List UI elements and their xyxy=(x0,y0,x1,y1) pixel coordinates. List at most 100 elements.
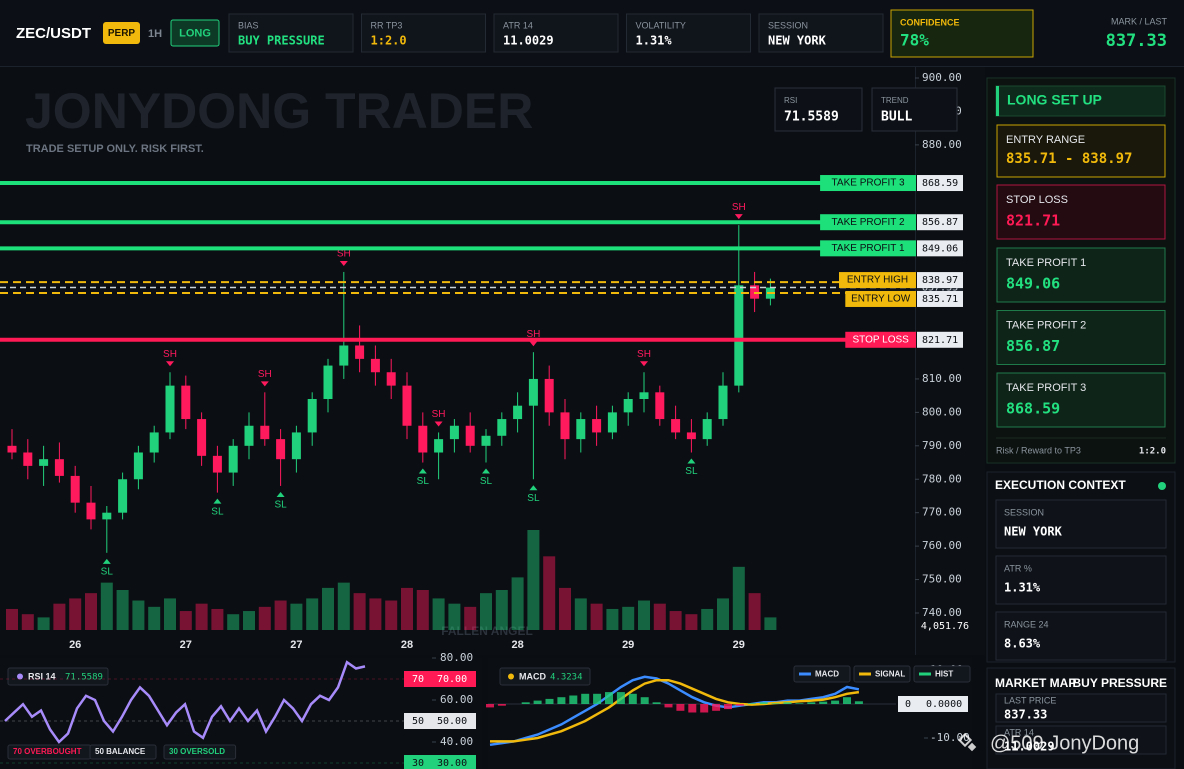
candle-body xyxy=(671,419,681,433)
setup-accent xyxy=(996,86,999,116)
volume-bar xyxy=(748,593,761,630)
hist-bar xyxy=(831,700,840,704)
hist-bar xyxy=(664,704,673,708)
level-value-tag xyxy=(917,272,963,289)
hist-bar xyxy=(533,700,542,704)
candle-body xyxy=(291,432,301,460)
volume-bar xyxy=(164,598,176,630)
candle-body xyxy=(370,358,380,373)
hist-bar xyxy=(676,704,685,711)
candle-body xyxy=(260,425,270,440)
marker-label: SH xyxy=(732,202,746,213)
hist-bar xyxy=(569,695,578,704)
volume-bar xyxy=(21,614,34,630)
marker-arrow xyxy=(434,421,443,427)
rsi-legend-chip xyxy=(89,744,157,760)
stat-box xyxy=(493,13,619,53)
candle-body xyxy=(576,419,586,440)
hist-bar xyxy=(735,704,744,706)
stat-box xyxy=(361,13,486,53)
symbol: ZEC/USDT xyxy=(16,25,91,42)
side: LONG xyxy=(179,27,211,39)
map-box xyxy=(995,725,1167,755)
candle-body xyxy=(639,392,649,399)
marker-label: SL xyxy=(685,466,698,477)
candle-body xyxy=(323,365,333,399)
volume-bar xyxy=(385,600,398,630)
marker-label: SL xyxy=(101,566,114,577)
y-tick-label: 810.00 xyxy=(922,372,962,385)
volume-bar xyxy=(653,603,666,630)
hist-bar xyxy=(843,697,851,704)
legend-chip xyxy=(913,665,971,683)
y-tick-label: 790.00 xyxy=(922,439,962,452)
marker-arrow xyxy=(529,341,538,347)
candle-body xyxy=(434,439,444,453)
setup-title: LONG SET UP xyxy=(1007,92,1102,108)
candle-body xyxy=(686,432,696,440)
volume-bar xyxy=(100,582,113,630)
stat-box xyxy=(228,13,354,53)
targets: TAKE PROFIT 1 849.06 TAKE PROFIT 2 856.87 TA… xyxy=(996,247,1166,428)
x-tick-label: 27 xyxy=(290,639,302,651)
context-label: SESSION xyxy=(1004,507,1044,517)
map-value: 11.0029 xyxy=(1004,740,1055,754)
stat-value: 11.0029 xyxy=(503,34,554,48)
x-tick-label: 28 xyxy=(401,639,413,651)
status-dot xyxy=(1158,482,1166,490)
volume-bar xyxy=(622,606,635,630)
rsi-name: RSI 14 xyxy=(28,671,56,681)
x-tick-label: 28 xyxy=(511,639,523,651)
candle-body xyxy=(339,345,349,366)
candle-body xyxy=(402,385,412,426)
candle-body xyxy=(165,385,175,433)
volume-bar xyxy=(717,598,729,630)
marker-arrow xyxy=(102,558,111,564)
marker-label: SL xyxy=(274,500,287,511)
hist-bar xyxy=(497,704,506,706)
x-tick-label: 27 xyxy=(180,639,192,651)
marker-arrow xyxy=(529,485,538,491)
watermark-title: JONYDONG TRADER xyxy=(25,83,533,139)
volume-bar xyxy=(37,617,50,630)
marker-arrow xyxy=(339,260,348,266)
hist-bar xyxy=(700,704,709,713)
hist-bar xyxy=(724,704,732,710)
candle-body xyxy=(212,455,222,473)
marker-arrow xyxy=(640,361,648,367)
logo-mark xyxy=(967,742,977,752)
rsi-legend-text: 50 BALANCE xyxy=(95,747,146,756)
watermark-text: @509 JonyDong xyxy=(990,732,1139,754)
marker-arrow xyxy=(213,498,222,504)
marker-arrow xyxy=(482,468,490,474)
volume-bar xyxy=(732,566,745,630)
target-value: 868.59 xyxy=(1006,400,1060,418)
rsi-level-label: 30.00 xyxy=(437,758,467,769)
confidence-box xyxy=(890,9,1034,58)
entry-box xyxy=(996,124,1166,178)
hist-bar xyxy=(783,702,792,704)
y-tick-label: 770.00 xyxy=(922,506,962,519)
level-value-tag xyxy=(917,214,963,231)
confidence-label: CONFIDENCE xyxy=(900,17,960,27)
marker-label: SL xyxy=(211,506,224,517)
hist-bar xyxy=(652,702,661,704)
chart-area xyxy=(0,67,915,655)
level-tag xyxy=(820,240,916,257)
candle-body xyxy=(118,479,128,513)
volume-bar xyxy=(448,603,461,630)
candle-body xyxy=(544,378,554,413)
hist-bar xyxy=(628,693,637,704)
rsi-legend-text: 70 OVERBOUGHT xyxy=(13,747,82,756)
y-tick-label: 880.00 xyxy=(922,138,962,151)
volume-bar xyxy=(132,600,145,630)
stat-value: NEW YORK xyxy=(768,34,827,48)
volume-bar xyxy=(606,608,619,630)
candle-body xyxy=(102,512,112,520)
context-label: ATR % xyxy=(1004,563,1032,573)
marker-label: SH xyxy=(432,409,446,420)
y-tick-label: 900.00 xyxy=(922,71,962,84)
rsi-box xyxy=(774,87,863,132)
entry-value: 835.71 - 838.97 xyxy=(1006,151,1132,167)
